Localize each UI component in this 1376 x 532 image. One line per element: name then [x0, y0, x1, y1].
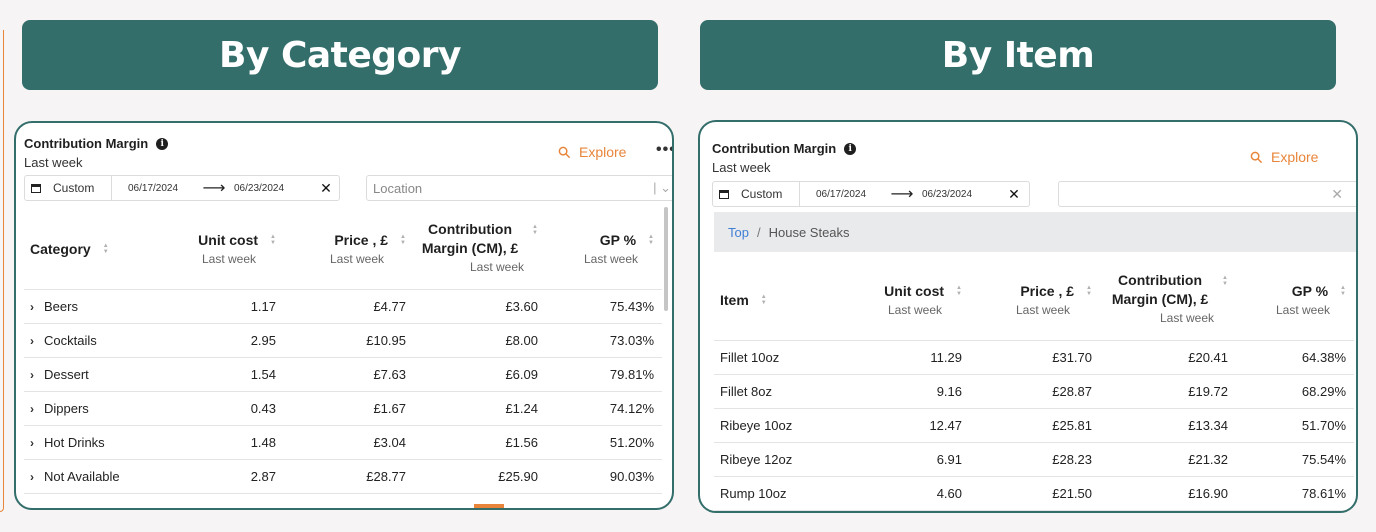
location-placeholder: Location [373, 180, 423, 196]
chevron-right-icon: › [30, 333, 34, 348]
date-mode: Custom [741, 187, 783, 201]
col-unit-cost[interactable]: Unit cost ▲ ▼ Last week [160, 209, 276, 290]
info-icon[interactable]: i [156, 137, 169, 150]
left-edge-line [0, 30, 4, 512]
item-card: Contribution Margin i Last week Explore … [698, 120, 1358, 513]
card-title-text: Contribution Margin [24, 136, 149, 151]
table-header-row: Item ▲ ▼ Unit cost ▲ ▼ Last week Price , £ ▲ ▼ L… [714, 260, 1354, 341]
chevron-right-icon: › [30, 469, 34, 484]
banner-by-category: By Category [22, 20, 658, 90]
date-mode: Custom [53, 181, 95, 195]
chevron-right-icon: › [30, 435, 34, 450]
date-range-picker[interactable]: Custom 06/17/2024 ⟶ 06/23/2024 ✕ [712, 181, 1030, 207]
start-date[interactable]: 06/17/2024 [128, 182, 179, 194]
table-row[interactable]: Fillet 10oz 11.29 £31.70 £20.41 64.38% [714, 340, 1354, 375]
location-select[interactable]: Location | ⌄ [366, 175, 672, 201]
col-gp-percent[interactable]: GP % ▲ ▼ Last week [1228, 260, 1354, 341]
col-category[interactable]: Category ▲ ▼ [24, 209, 160, 290]
col-contribution-margin[interactable]: Contribution Margin (CM), £▲ ▼ Last week [1092, 260, 1228, 341]
col-gp-percent[interactable]: GP % ▲ ▼ Last week [538, 209, 662, 290]
more-options-icon[interactable]: ••• [656, 141, 674, 158]
table-row[interactable]: › Cocktails 2.95 £10.95 £8.00 73.03% [24, 323, 662, 358]
item-table: Item ▲ ▼ Unit cost ▲ ▼ Last week Price , £ ▲ ▼ L… [714, 260, 1354, 511]
breadcrumb-separator: / [756, 224, 761, 240]
col-price[interactable]: Price , £ ▲ ▼ Last week [276, 209, 406, 290]
sort-icon: ▲ ▼ [648, 233, 654, 246]
start-date[interactable]: 06/17/2024 [816, 188, 867, 200]
sort-icon: ▲ ▼ [400, 233, 406, 246]
sort-icon: ▲ ▼ [102, 242, 109, 255]
card-title: Contribution Margin i [24, 136, 169, 151]
col-item[interactable]: Item ▲ ▼ [714, 260, 844, 341]
sort-icon: ▲ ▼ [1222, 275, 1228, 288]
card-title: Contribution Margin i [712, 141, 857, 156]
table-row[interactable]: › Dippers 0.43 £1.67 £1.24 74.12% [24, 391, 662, 426]
divider [111, 175, 112, 201]
explore-label: Explore [579, 144, 627, 160]
clear-location-icon[interactable]: ✕ [1331, 185, 1343, 202]
calendar-icon [717, 189, 731, 199]
category-card: Contribution Margin i Last week Explore … [14, 121, 674, 510]
search-icon [558, 146, 571, 158]
table-row[interactable]: Rump 10oz 4.60 £21.50 £16.90 78.61% [714, 476, 1354, 511]
card-title-text: Contribution Margin [712, 141, 837, 156]
card-subtitle: Last week [712, 160, 771, 175]
vertical-scrollbar[interactable] [664, 207, 668, 311]
highlight-marker [474, 504, 504, 508]
sort-icon: ▲ ▼ [1340, 284, 1346, 297]
card-subtitle: Last week [24, 155, 83, 170]
location-select[interactable]: ✕ [1058, 181, 1356, 207]
table-row[interactable]: Fillet 8oz 9.16 £28.87 £19.72 68.29% [714, 374, 1354, 409]
sort-icon: ▲ ▼ [760, 293, 767, 306]
end-date[interactable]: 06/23/2024 [922, 188, 973, 200]
explore-button[interactable]: Explore [1250, 149, 1318, 165]
chevron-right-icon: › [30, 299, 34, 314]
chevron-right-icon: › [30, 401, 34, 416]
date-range-picker[interactable]: Custom 06/17/2024 ⟶ 06/23/2024 ✕ [24, 175, 340, 201]
breadcrumb: Top / House Steaks [714, 212, 1356, 252]
clear-date-icon[interactable]: ✕ [1008, 185, 1020, 202]
calendar-icon [29, 183, 43, 193]
clear-date-icon[interactable]: ✕ [320, 179, 332, 196]
sort-icon: ▲ ▼ [956, 284, 962, 297]
table-header-row: Category ▲ ▼ Unit cost ▲ ▼ Last week Price , … [24, 209, 662, 290]
chevron-right-icon: › [30, 367, 34, 382]
banner-by-item: By Item [700, 20, 1336, 90]
col-unit-cost[interactable]: Unit cost ▲ ▼ Last week [844, 260, 962, 341]
explore-label: Explore [1271, 149, 1319, 165]
table-row[interactable]: Ribeye 10oz 12.47 £25.81 £13.34 51.70% [714, 408, 1354, 443]
end-date[interactable]: 06/23/2024 [234, 182, 285, 194]
search-icon [1250, 151, 1263, 163]
table-row[interactable]: › Beers 1.17 £4.77 £3.60 75.43% [24, 289, 662, 324]
breadcrumb-current: House Steaks [768, 224, 850, 240]
col-price[interactable]: Price , £ ▲ ▼ Last week [962, 260, 1092, 341]
col-contribution-margin[interactable]: Contribution Margin (CM), £▲ ▼ Last week [406, 209, 538, 290]
sort-icon: ▲ ▼ [1086, 284, 1092, 297]
arrow-right-icon: ⟶ [202, 180, 226, 197]
breadcrumb-top-link[interactable]: Top [728, 224, 749, 240]
arrow-right-icon: ⟶ [890, 186, 914, 203]
table-row[interactable]: › Dessert 1.54 £7.63 £6.09 79.81% [24, 357, 662, 392]
table-row[interactable]: › Not Available 2.87 £28.77 £25.90 90.03% [24, 459, 662, 494]
chevron-down-icon: | ⌄ [653, 180, 671, 195]
sort-icon: ▲ ▼ [532, 224, 538, 237]
table-row[interactable]: › Hot Drinks 1.48 £3.04 £1.56 51.20% [24, 425, 662, 460]
info-icon[interactable]: i [844, 142, 857, 155]
table-row[interactable]: Ribeye 12oz 6.91 £28.23 £21.32 75.54% [714, 442, 1354, 477]
explore-button[interactable]: Explore [558, 144, 626, 160]
divider [799, 181, 800, 207]
category-table: Category ▲ ▼ Unit cost ▲ ▼ Last week Price , … [24, 209, 662, 494]
sort-icon: ▲ ▼ [270, 233, 276, 246]
